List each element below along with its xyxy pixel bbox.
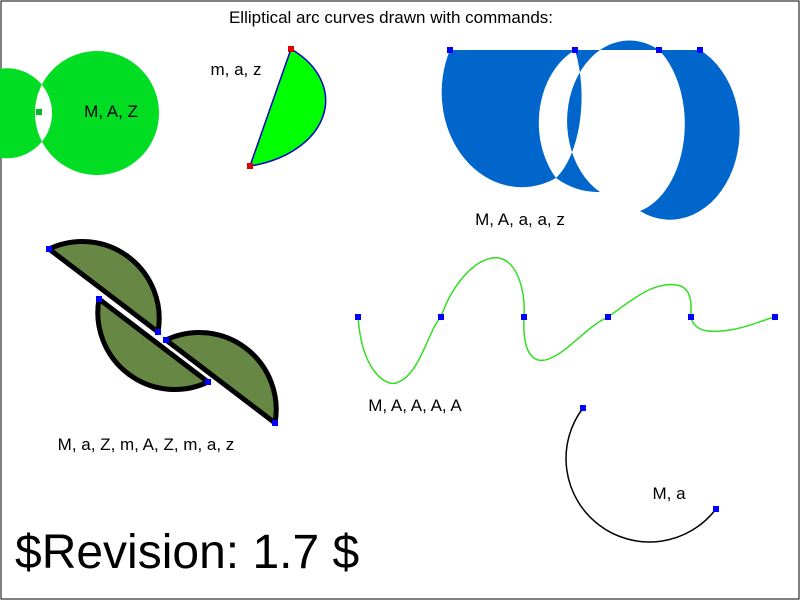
wave-marker — [772, 314, 778, 320]
olive-marker — [46, 246, 52, 252]
pie-figure: m, a, z — [210, 46, 327, 169]
olive-figure: M, a, Z, m, A, Z, m, a, z — [46, 238, 279, 454]
ring-shape — [0, 51, 159, 175]
olive-label: M, a, Z, m, A, Z, m, a, z — [58, 435, 235, 454]
arc-label: M, a — [652, 484, 686, 503]
wave-marker — [521, 314, 527, 320]
olive-half-disc — [95, 296, 211, 393]
olive-half-disc — [46, 238, 162, 335]
ring-figure: M, A, Z — [0, 51, 159, 175]
ring-label: M, A, Z — [84, 102, 138, 121]
olive-marker — [163, 337, 169, 343]
olive-marker — [155, 329, 161, 335]
pie-label: m, a, z — [210, 60, 261, 79]
olive-marker — [272, 420, 278, 426]
blue-shape — [441, 40, 740, 220]
blue-marker — [697, 47, 703, 53]
arc-start-marker — [580, 405, 586, 411]
page-title: Elliptical arc curves drawn with command… — [229, 8, 553, 27]
blue-figure: M, A, a, a, z — [441, 40, 740, 229]
arc-figure: M, a — [565, 405, 719, 543]
blue-marker — [572, 47, 578, 53]
wave-marker — [688, 314, 694, 320]
wave-label: M, A, A, A, A — [368, 396, 462, 415]
arc-end-marker — [713, 506, 719, 512]
wave-marker — [438, 314, 444, 320]
olive-marker — [205, 379, 211, 385]
blue-label: M, A, a, a, z — [475, 210, 565, 229]
pie-shape — [248, 47, 327, 167]
blue-marker — [656, 47, 662, 53]
blue-marker — [447, 47, 453, 53]
revision-label: $Revision: 1.7 $ — [15, 526, 359, 579]
open-arc — [565, 407, 717, 543]
olive-marker — [96, 296, 102, 302]
pie-end-marker — [247, 163, 253, 169]
olive-half-disc — [163, 329, 279, 426]
pie-start-marker — [288, 46, 294, 52]
wave-marker — [605, 314, 611, 320]
ring-marker — [36, 109, 42, 115]
wave-marker — [355, 314, 361, 320]
wave-figure: M, A, A, A, A — [355, 257, 778, 415]
